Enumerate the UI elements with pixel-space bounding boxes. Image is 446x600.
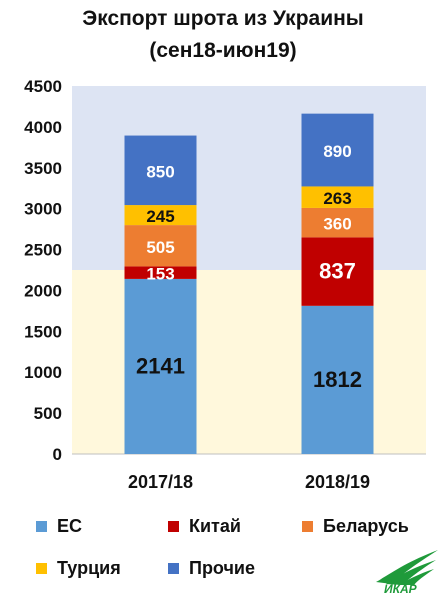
x-tick-label: 2018/19 xyxy=(305,472,370,492)
y-tick-label: 4500 xyxy=(24,77,62,96)
legend-item-eu: ЕС xyxy=(36,516,168,536)
bar-segment xyxy=(124,135,197,206)
y-tick-label: 1000 xyxy=(24,363,62,382)
bar-data-label: 153 xyxy=(146,265,174,284)
legend-item-turkey: Турция xyxy=(36,558,168,578)
legend-label: ЕС xyxy=(57,515,83,536)
legend-swatch xyxy=(168,562,179,574)
bar-data-label: 360 xyxy=(323,215,351,234)
y-tick-label: 0 xyxy=(53,445,62,464)
chart-title: Экспорт шрота из Украины xyxy=(82,7,364,30)
legend-swatch xyxy=(36,520,47,532)
bar-data-label: 850 xyxy=(146,162,174,181)
chart-legend: ЕС Китай Беларусь Турция Прочие xyxy=(36,516,436,586)
bar-data-label: 263 xyxy=(323,189,351,208)
y-tick-label: 2500 xyxy=(24,241,62,260)
x-tick-label: 2017/18 xyxy=(128,472,193,492)
bar-data-label: 245 xyxy=(146,207,174,226)
bar-segment xyxy=(301,237,374,306)
y-tick-label: 500 xyxy=(34,404,62,423)
legend-swatch xyxy=(168,520,179,532)
legend-item-other: Прочие xyxy=(168,558,255,578)
legend-label: Китай xyxy=(189,515,241,536)
y-tick-label: 1500 xyxy=(24,322,62,341)
bar-segment xyxy=(301,186,374,208)
ikar-logo: ИКАР xyxy=(372,548,442,598)
bar-data-label: 2141 xyxy=(136,353,185,378)
legend-swatch xyxy=(36,562,47,574)
legend-label: Прочие xyxy=(189,557,256,578)
bar-segment xyxy=(301,113,374,187)
bar-data-label: 837 xyxy=(319,259,356,284)
y-tick-label: 3000 xyxy=(24,200,62,219)
legend-label: Турция xyxy=(57,557,121,578)
bar-segment xyxy=(301,207,374,238)
bar-segment xyxy=(124,225,197,267)
legend-item-belarus: Беларусь xyxy=(302,516,436,536)
legend-item-china: Китай xyxy=(168,516,302,536)
y-tick-label: 3500 xyxy=(24,159,62,178)
y-tick-label: 4000 xyxy=(24,118,62,137)
legend-swatch xyxy=(302,520,313,532)
bar-data-label: 1812 xyxy=(313,367,362,392)
chart-subtitle: (сен18-июн19) xyxy=(149,39,297,62)
legend-label: Беларусь xyxy=(323,515,409,536)
bar-data-label: 890 xyxy=(323,142,351,161)
bar-segment xyxy=(124,266,197,279)
bar-data-label: 505 xyxy=(146,238,174,257)
y-tick-label: 2000 xyxy=(24,281,62,300)
bar-segment xyxy=(124,205,197,226)
logo-text: ИКАР xyxy=(384,582,417,596)
bar-segment xyxy=(124,278,197,454)
bar-segment xyxy=(301,305,374,454)
ikar-leaf-icon xyxy=(376,550,438,585)
